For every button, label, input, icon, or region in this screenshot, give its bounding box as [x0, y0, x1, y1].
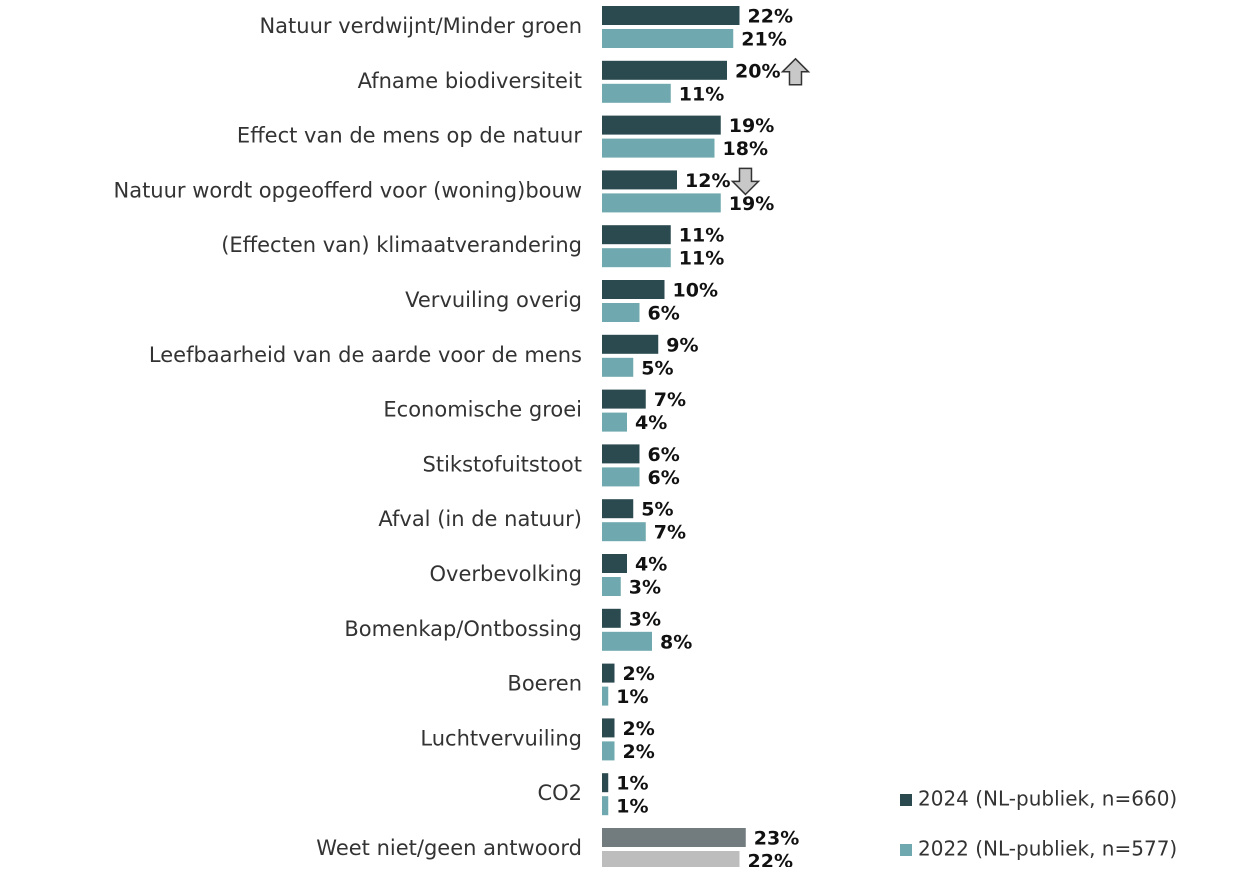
- value-label: 5%: [641, 499, 673, 521]
- value-label: 6%: [648, 444, 680, 466]
- value-label: 2%: [623, 718, 655, 740]
- bar: [602, 608, 621, 628]
- bar: [602, 828, 746, 847]
- category-label: Overbevolking: [429, 562, 582, 586]
- bar: [602, 796, 609, 816]
- bar: [602, 303, 640, 322]
- bar: [602, 741, 615, 761]
- value-label: 7%: [654, 389, 686, 411]
- value-label: 1%: [616, 686, 648, 708]
- value-label: 9%: [666, 334, 698, 356]
- value-label: 18%: [723, 138, 768, 160]
- value-label: 20%: [735, 60, 780, 82]
- value-label: 11%: [679, 225, 724, 247]
- category-label: Natuur verdwijnt/Minder groen: [259, 14, 582, 38]
- category-label: Afname biodiversiteit: [358, 69, 582, 93]
- bar: [602, 686, 609, 706]
- bar: [602, 631, 652, 651]
- bar: [602, 499, 634, 519]
- bar: [602, 773, 609, 793]
- bar: [602, 851, 740, 870]
- bar: [602, 389, 646, 409]
- legend-label: 2024 (NL-publiek, n=660): [918, 787, 1177, 811]
- value-label: 21%: [741, 29, 786, 51]
- bar: [602, 83, 671, 103]
- bar: [602, 663, 615, 683]
- value-label: 19%: [729, 115, 774, 137]
- category-label: Afval (in de natuur): [378, 507, 582, 531]
- value-label: 19%: [729, 193, 774, 215]
- value-label: 6%: [648, 467, 680, 489]
- value-label: 2%: [623, 741, 655, 763]
- bar: [602, 60, 727, 80]
- bar: [602, 193, 721, 213]
- bar: [602, 467, 640, 487]
- category-label: Effect van de mens op de natuur: [237, 124, 582, 148]
- legend-swatch: [900, 844, 912, 856]
- value-label: 4%: [635, 412, 667, 434]
- category-label: Bomenkap/Ontbossing: [344, 617, 582, 641]
- category-label: Economische groei: [383, 398, 582, 422]
- bar: [602, 554, 627, 573]
- bar: [602, 170, 677, 190]
- bar: [602, 280, 665, 299]
- legend-label: 2022 (NL-publiek, n=577): [918, 837, 1177, 861]
- bar: [602, 718, 615, 738]
- bar: [602, 248, 671, 268]
- value-label: 6%: [648, 303, 680, 325]
- category-label: (Effecten van) klimaatverandering: [221, 233, 582, 257]
- value-label: 10%: [673, 280, 718, 302]
- category-label: Vervuiling overig: [405, 288, 582, 312]
- bar: [602, 444, 640, 464]
- value-label: 11%: [679, 248, 724, 270]
- legend-swatch: [900, 794, 912, 806]
- bar: [602, 6, 740, 25]
- change-arrow: [780, 57, 811, 86]
- bar: [602, 334, 659, 354]
- value-label: 12%: [685, 170, 730, 192]
- bar: [602, 138, 715, 158]
- value-label: 2%: [623, 663, 655, 685]
- bar: [602, 522, 646, 542]
- value-label: 4%: [635, 554, 667, 576]
- value-label: 1%: [616, 773, 648, 795]
- value-label: 5%: [641, 357, 673, 379]
- value-label: 7%: [654, 522, 686, 544]
- value-label: 22%: [748, 6, 793, 28]
- category-label: Boeren: [507, 672, 582, 696]
- value-label: 1%: [616, 796, 648, 818]
- bar: [602, 115, 721, 135]
- category-label: Luchtvervuiling: [420, 726, 582, 750]
- category-label: Leefbaarheid van de aarde voor de mens: [149, 343, 582, 367]
- value-label: 23%: [754, 828, 799, 850]
- change-arrow: [730, 167, 761, 196]
- value-label: 3%: [629, 577, 661, 599]
- category-label: CO2: [537, 781, 582, 805]
- category-label: Weet niet/geen antwoord: [316, 836, 582, 860]
- category-label: Natuur wordt opgeofferd voor (woning)bou…: [114, 178, 583, 202]
- bar: [602, 357, 634, 377]
- bar: [602, 577, 621, 596]
- category-label: Stikstofuitstoot: [423, 452, 582, 476]
- bar: [602, 412, 627, 432]
- bar: [602, 225, 671, 245]
- value-label: 8%: [660, 631, 692, 653]
- bar: [602, 29, 734, 48]
- value-label: 11%: [679, 83, 724, 105]
- value-label: 22%: [748, 851, 793, 868]
- value-label: 3%: [629, 608, 661, 630]
